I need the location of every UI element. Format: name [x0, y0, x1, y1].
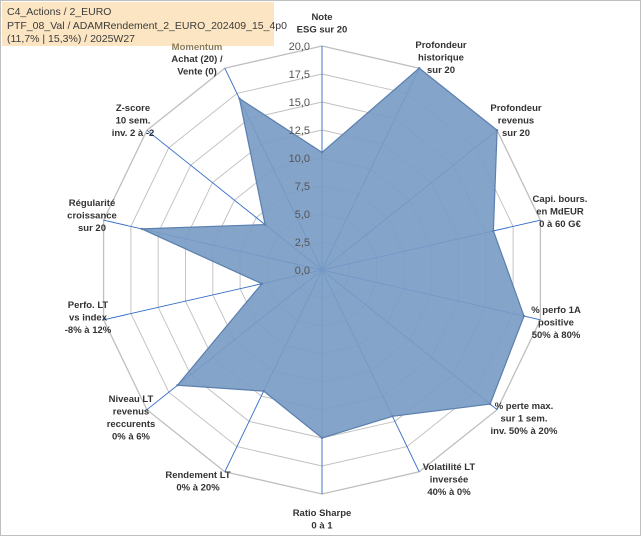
category-label-line: 50% à 80%	[532, 330, 581, 341]
category-label-line: Niveau LT	[109, 394, 154, 405]
category-label-line: vs index	[69, 313, 108, 324]
data-point	[495, 129, 499, 132]
category-label-line: croissance	[67, 211, 117, 222]
category-label-line: sur 20	[502, 128, 530, 139]
category-label: % perfo 1A positive 50% à 80%	[531, 305, 581, 341]
category-label-line: sur 1 sem.	[501, 414, 548, 425]
data-point	[263, 223, 267, 226]
info-line-3: (11,7% | 15,3%) / 2025W27	[7, 33, 136, 45]
info-line-1: C4_Actions / 2_EURO	[7, 6, 112, 18]
data-point	[522, 314, 526, 318]
category-label: Profondeur historique sur 20	[415, 40, 466, 76]
category-label: Z-score 10 sem. inv. 2 à -2	[112, 103, 155, 139]
data-point	[418, 67, 421, 70]
tick-label: 20,0	[289, 41, 310, 53]
category-label: Note ESG sur 20	[297, 12, 348, 36]
info-line-2: PTF_08_Val / ADAMRendement_2_EURO_202409…	[7, 19, 287, 32]
data-point	[140, 227, 143, 231]
category-label-line: 10 sem.	[116, 116, 151, 127]
data-point	[320, 151, 324, 154]
category-label-line: Z-score	[116, 103, 150, 114]
category-label-line: Volatilité LT	[423, 462, 476, 473]
category-label-line: -8% à 12%	[65, 325, 112, 336]
category-label-line: sur 20	[427, 65, 455, 76]
category-label-line: Perfo. LT	[68, 300, 109, 311]
tick-label: 17,5	[289, 69, 310, 81]
category-label-line: Profondeur	[490, 103, 541, 114]
tick-label: 0,0	[295, 265, 310, 277]
category-label-line: sur 20	[78, 223, 106, 234]
category-label-line: % perfo 1A	[531, 305, 581, 316]
category-label-line: 40% à 0%	[427, 487, 471, 498]
category-label-line: Capi. bours.	[533, 194, 588, 205]
tick-label: 2,5	[295, 237, 310, 249]
category-label-line: ESG sur 20	[297, 25, 348, 36]
category-label-line: 0 à 1	[311, 521, 333, 532]
category-label: Niveau LT revenus reccurents 0% à 6%	[107, 394, 156, 443]
data-point	[260, 282, 264, 285]
category-label: Profondeur revenus sur 20	[490, 103, 541, 139]
tick-label: 10,0	[289, 153, 310, 165]
data-point	[176, 384, 179, 387]
category-label-line: inv. 50% à 20%	[491, 426, 558, 437]
tick-label: 15,0	[289, 97, 310, 109]
category-label: Ratio Sharpe 0 à 1	[293, 508, 352, 532]
category-label-line: revenus	[498, 116, 534, 127]
category-label: Perfo. LT vs index -8% à 12%	[65, 300, 112, 336]
category-label-line: Vente (0)	[177, 67, 217, 78]
category-label-line: Profondeur	[415, 40, 466, 51]
category-label-line: Note	[311, 12, 332, 23]
category-label-line: Régularité	[69, 198, 115, 209]
tick-label: 5,0	[295, 209, 310, 221]
category-label: % perte max. sur 1 sem. inv. 50% à 20%	[491, 401, 558, 437]
tick-label: 7,5	[295, 181, 310, 193]
category-label: Régularité croissance sur 20	[67, 198, 117, 234]
category-label-line: Ratio Sharpe	[293, 508, 352, 519]
category-label: Achat (20) / Vente (0)	[171, 54, 223, 78]
category-label-line: positive	[538, 318, 574, 329]
category-label-line: Rendement LT	[165, 470, 230, 481]
category-label: Volatilité LT inversée 40% à 0%	[423, 462, 476, 498]
category-label-line: reccurents	[107, 419, 156, 430]
category-label-line: inv. 2 à -2	[112, 128, 155, 139]
data-point	[492, 229, 495, 233]
category-label-line: 0 à 60 G€	[539, 219, 581, 230]
category-label-line: 0% à 6%	[112, 432, 151, 443]
category-label-line: % perte max.	[495, 401, 554, 412]
data-point	[391, 415, 394, 418]
category-label: Capi. bours. en MdEUR 0 à 60 G€	[533, 194, 588, 230]
category-label: Rendement LT 0% à 20%	[165, 470, 230, 494]
momentum-annotation: Momentum	[172, 42, 223, 53]
data-point	[262, 389, 265, 393]
category-label-line: en MdEUR	[536, 207, 584, 218]
data-point	[320, 436, 324, 440]
category-label-line: historique	[418, 53, 464, 64]
category-label-line: Achat (20) /	[171, 54, 223, 65]
category-label-line: revenus	[113, 407, 149, 418]
tick-label: 12,5	[289, 125, 310, 137]
data-point	[238, 97, 241, 100]
category-label-line: 0% à 20%	[176, 483, 220, 494]
portfolio-info-box: C4_Actions / 2_EURO PTF_08_Val / ADAMRen…	[2, 2, 287, 46]
category-label-line: inversée	[430, 475, 469, 486]
data-point	[488, 402, 492, 406]
